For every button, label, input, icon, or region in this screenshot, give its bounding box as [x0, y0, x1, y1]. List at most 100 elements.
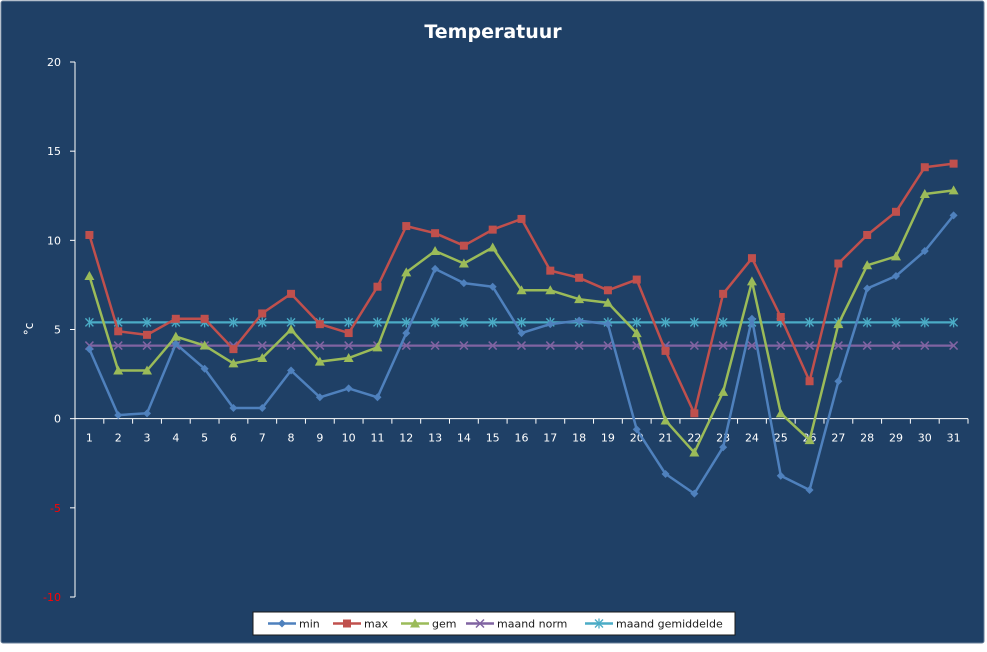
data-point: [546, 320, 555, 329]
data-point: [833, 341, 843, 351]
data-point: [257, 317, 267, 328]
data-point: [458, 258, 469, 268]
data-point: [546, 266, 555, 275]
legend-item: maand norm: [466, 618, 567, 631]
data-point: [747, 254, 756, 263]
data-point: [603, 341, 613, 351]
data-point: [603, 286, 612, 295]
data-point-stroke: [805, 341, 815, 351]
data-point-stroke: [257, 341, 267, 351]
x-tick-label: 12: [399, 432, 413, 445]
data-point: [430, 317, 440, 328]
data-point: [545, 285, 556, 295]
data-point: [459, 279, 468, 288]
data-point: [228, 317, 238, 328]
data-point: [200, 314, 209, 323]
data-point: [85, 345, 94, 354]
data-point: [746, 276, 757, 286]
data-point: [488, 317, 498, 328]
x-tick-label: 3: [144, 432, 151, 445]
data-point: [142, 317, 152, 328]
series-max: [85, 159, 958, 418]
data-point: [920, 163, 929, 172]
data-point: [143, 409, 152, 418]
data-point-stroke: [718, 341, 728, 351]
x-tick-label: 14: [457, 432, 471, 445]
data-point: [602, 297, 613, 307]
data-point-stroke: [603, 341, 613, 351]
data-point: [574, 294, 585, 304]
data-point-stroke: [689, 341, 699, 351]
x-tick-label: 6: [230, 432, 237, 445]
data-point: [516, 285, 527, 295]
data-point: [891, 341, 901, 351]
data-point: [229, 403, 238, 412]
data-point: [343, 353, 354, 363]
data-point: [459, 341, 469, 351]
legend-label: min: [299, 618, 320, 631]
data-point-stroke: [574, 341, 584, 351]
data-point: [228, 358, 239, 368]
data-point-stroke: [430, 341, 440, 351]
data-point: [545, 341, 555, 351]
data-point: [113, 365, 124, 375]
x-tick-label: 31: [947, 432, 961, 445]
x-tick-label: 19: [601, 432, 615, 445]
data-point: [315, 341, 325, 351]
data-point: [431, 264, 440, 273]
data-point: [719, 289, 728, 298]
data-point: [747, 341, 757, 351]
series-layer: [84, 159, 959, 498]
data-point: [805, 377, 814, 386]
data-point: [949, 317, 959, 328]
data-point: [689, 341, 699, 351]
data-point-stroke: [401, 341, 411, 351]
data-point-stroke: [891, 341, 901, 351]
x-tick-label: 27: [831, 432, 845, 445]
x-tick-label: 7: [259, 432, 266, 445]
data-point: [487, 242, 498, 252]
data-point-stroke: [862, 341, 872, 351]
data-point: [776, 471, 785, 480]
x-tick-label: 2: [115, 432, 122, 445]
data-point: [891, 317, 901, 328]
x-tick-label: 28: [860, 432, 874, 445]
legend-label: max: [364, 618, 388, 631]
data-point-stroke: [488, 341, 498, 351]
legend-item: max: [333, 618, 388, 631]
x-tick-label: 17: [543, 432, 557, 445]
data-point: [776, 313, 785, 322]
data-point: [170, 331, 181, 341]
x-tick-label: 24: [745, 432, 759, 445]
y-tick-label: -5: [50, 502, 61, 515]
data-point: [890, 251, 901, 261]
x-tick-label: 11: [370, 432, 384, 445]
data-point: [287, 366, 296, 375]
legend-label: gem: [432, 618, 456, 631]
data-point: [142, 365, 153, 375]
data-point-stroke: [545, 341, 555, 351]
data-point: [517, 214, 526, 223]
data-point: [805, 317, 815, 328]
data-point: [199, 340, 210, 350]
x-tick-label: 9: [316, 432, 323, 445]
data-point: [278, 619, 286, 628]
data-point: [863, 284, 872, 293]
x-tick-label: 4: [172, 432, 179, 445]
data-point: [344, 317, 354, 328]
data-point: [142, 341, 152, 351]
data-point: [775, 408, 786, 418]
data-point: [475, 618, 485, 629]
data-point: [84, 317, 94, 328]
data-point: [661, 317, 670, 328]
data-point: [430, 246, 441, 256]
data-point-stroke: [113, 341, 123, 351]
chart-title: Temperatuur: [424, 21, 562, 43]
data-point: [200, 364, 209, 373]
data-point: [919, 188, 930, 198]
data-point: [113, 341, 123, 351]
data-point: [862, 260, 873, 270]
data-point: [85, 230, 94, 239]
data-point-stroke: [949, 341, 959, 351]
